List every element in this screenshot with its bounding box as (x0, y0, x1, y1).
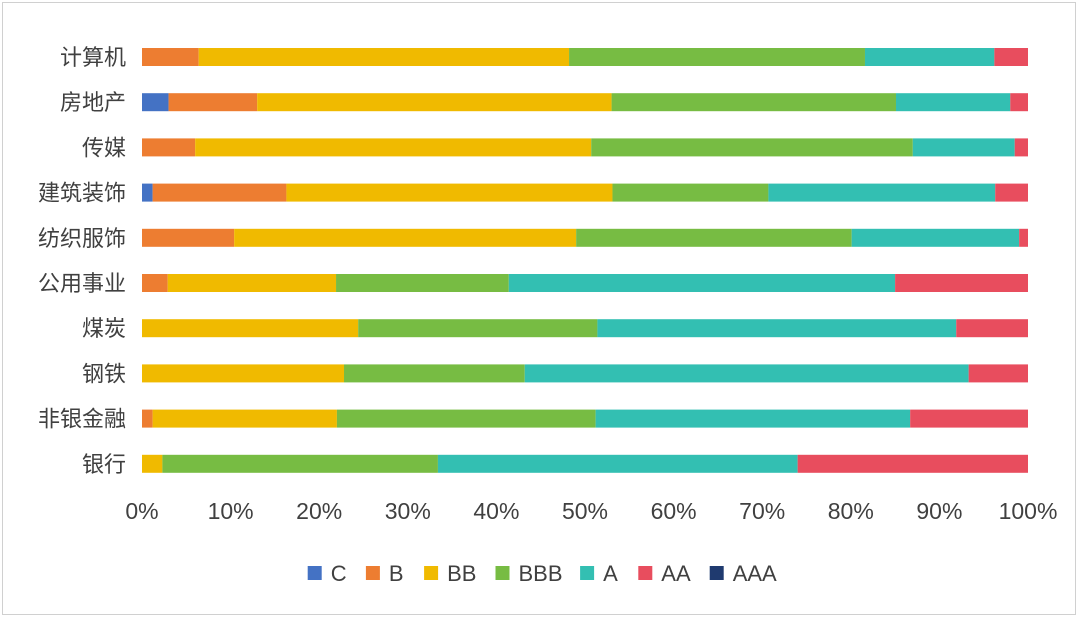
legend-swatch (580, 566, 595, 580)
legend-item-aaa: AAA (709, 561, 777, 586)
bar-segment-bb (142, 364, 345, 383)
x-tick-label: 90% (916, 498, 962, 524)
bar-segment-aa (910, 409, 1028, 428)
bar-segment-b (152, 183, 287, 202)
bar-segment-bb (286, 183, 613, 202)
bar-segment-bbb (336, 409, 596, 428)
category-label: 非银金融 (38, 408, 126, 433)
bar-segment-b (142, 138, 196, 157)
bar-segment-bbb (358, 319, 598, 338)
legend-swatch (307, 566, 322, 580)
bar-segment-a (508, 274, 896, 292)
bar-segment-b (142, 228, 235, 247)
legend-label: A (603, 561, 618, 586)
x-axis-ticks: 0% 10% 20% 30% 40% 50% 60% 70% 80% 90% 100% (125, 498, 1057, 524)
bar-segment-bbb (336, 274, 509, 292)
bar-segment-bb (152, 409, 337, 428)
bar-segment-aa (1019, 228, 1028, 247)
bar-segment-aa (995, 183, 1028, 202)
legend-label: AA (661, 561, 691, 586)
bar-segment-b (142, 274, 168, 292)
legend-swatch (424, 566, 439, 580)
legend-item-b: B (365, 561, 404, 586)
legend-item-bb: BB (424, 561, 476, 586)
bar-segment-bb (167, 274, 337, 292)
bar-segment-aa (1014, 138, 1028, 157)
legend-label: BBB (519, 561, 563, 586)
legend-label: B (389, 561, 404, 586)
bar-segment-aa (797, 454, 1028, 473)
bar-segment-bbb (344, 364, 525, 383)
category-label: 钢铁 (82, 362, 126, 387)
legend-item-bbb: BBB (495, 561, 563, 586)
bar-segment-bbb (591, 138, 913, 157)
bar-segment-aa (895, 274, 1028, 292)
bar-segment-b (168, 93, 258, 112)
bar-segment-bbb (576, 228, 852, 247)
bar-segment-a (597, 319, 957, 338)
legend-swatch (365, 566, 380, 580)
category-label: 公用事业 (38, 272, 126, 297)
legend-item-aa: AA (638, 561, 691, 586)
bar-segment-a (864, 48, 995, 66)
bar-segment-bbb (612, 183, 769, 202)
bar-segment-aa (956, 319, 1028, 338)
bar-segment-bbb (569, 48, 865, 66)
bar-segment-a (768, 183, 996, 202)
category-label: 银行 (82, 453, 126, 478)
x-tick-label: 80% (828, 498, 874, 524)
legend: C B BB BBB A AA AAA (307, 561, 777, 586)
bar-segment-a (437, 454, 798, 473)
bar-segment-aa (1010, 93, 1028, 112)
category-label: 纺织服饰 (38, 227, 126, 252)
category-label: 计算机 (60, 46, 126, 71)
bar-segment-a (895, 93, 1011, 112)
bar-segment-b (142, 48, 199, 66)
bar-segment-c (142, 93, 169, 112)
bar-segment-bbb (162, 454, 438, 473)
category-label: 煤炭 (82, 317, 126, 342)
bar-segment-a (524, 364, 969, 383)
x-tick-label: 60% (651, 498, 697, 524)
x-tick-label: 20% (296, 498, 342, 524)
bar-segment-bbb (611, 93, 896, 112)
x-tick-label: 50% (562, 498, 608, 524)
legend-item-c: C (307, 561, 347, 586)
bar-segment-bb (142, 319, 359, 338)
bar-segment-bb (257, 93, 612, 112)
bar-segment-aa (994, 48, 1028, 66)
legend-label: C (331, 561, 347, 586)
category-label: 建筑装饰 (38, 182, 126, 207)
bar-segment-aa (968, 364, 1028, 383)
x-tick-label: 30% (385, 498, 431, 524)
bar-segment-bb (142, 454, 163, 473)
bar-segment-bb (234, 228, 577, 247)
legend-swatch (638, 566, 653, 580)
bar-segment-a (595, 409, 911, 428)
legend-swatch (709, 566, 724, 580)
x-tick-label: 70% (739, 498, 785, 524)
category-label: 房地产 (60, 91, 126, 116)
x-tick-label: 10% (208, 498, 254, 524)
legend-swatch (495, 566, 510, 580)
bar-segment-b (142, 409, 153, 428)
x-tick-label: 40% (473, 498, 519, 524)
legend-item-a: A (580, 561, 618, 586)
legend-label: BB (447, 561, 476, 586)
x-tick-label: 100% (999, 498, 1058, 524)
bar-segment-a (912, 138, 1015, 157)
bar-segment-bb (195, 138, 592, 157)
bar-segment-bb (198, 48, 570, 66)
x-tick-label: 0% (125, 498, 158, 524)
bars-layer (142, 48, 1028, 473)
bar-segment-c (142, 183, 153, 202)
category-label: 传媒 (82, 136, 126, 161)
bar-segment-a (851, 228, 1020, 247)
legend-label: AAA (733, 561, 777, 586)
